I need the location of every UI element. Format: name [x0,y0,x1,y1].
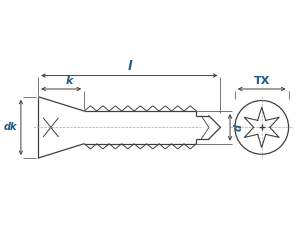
Text: dk: dk [4,122,17,132]
Text: l: l [127,60,131,73]
Text: TX: TX [254,76,270,86]
Text: d: d [234,124,244,131]
Text: k: k [65,76,73,86]
